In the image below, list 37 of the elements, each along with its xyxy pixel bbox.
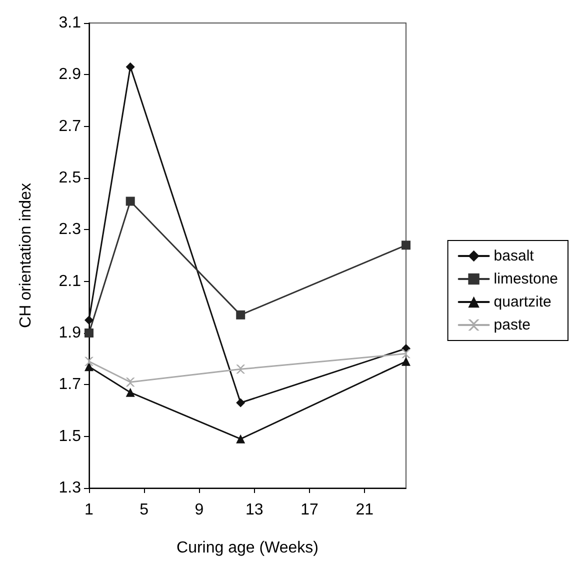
y-tick-label: 1.5 [58,428,82,445]
y-axis-title: CH orientation index [18,183,34,328]
point [236,434,246,444]
x-tick-label: 9 [194,502,204,518]
point [402,240,410,250]
y-tick-label: 2.1 [58,272,82,290]
legend-label: paste [494,316,531,334]
point [84,316,94,325]
y-tick-label: 2.3 [58,221,82,238]
y-tick-label: 2.7 [58,118,82,135]
point [84,328,94,338]
legend-label: quartzite [494,294,552,310]
y-tick-label: 1.7 [58,376,82,394]
x-tick-label: 5 [140,502,149,518]
y-tick-label: 1.9 [58,324,82,342]
point [236,310,246,320]
legend-label: limestone [494,270,558,288]
x-tick-label: 21 [356,502,374,518]
y-tick-label: 2.9 [58,66,82,84]
point [402,349,410,358]
point [402,356,410,366]
point [84,362,94,372]
x-tick-label: 13 [245,502,264,518]
x-tick-label: 1 [84,502,94,518]
point [236,364,246,374]
point [84,356,94,366]
y-tick-label: 3.1 [58,14,82,32]
x-tick-label: 17 [300,502,319,518]
point [126,62,135,72]
point [126,388,135,397]
point [126,196,135,206]
x-axis-title: Curing age (Weeks) [176,540,318,556]
legend-label: basalt [494,248,535,264]
y-tick-label: 1.3 [58,480,82,496]
point [126,378,135,387]
point [236,398,246,408]
y-tick-label: 2.5 [58,170,82,186]
